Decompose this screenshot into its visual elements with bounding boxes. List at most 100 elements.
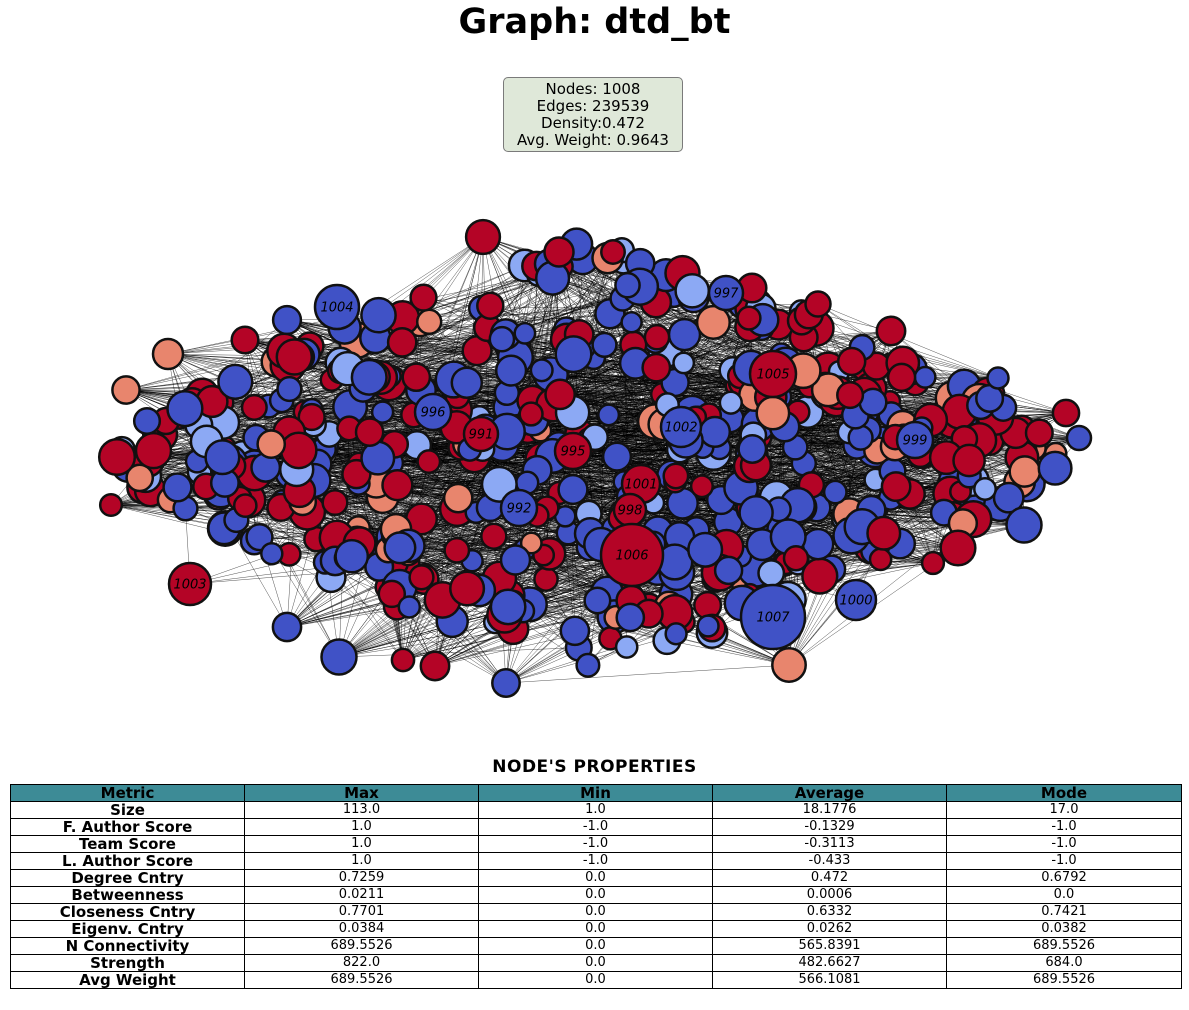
graph-node (771, 647, 807, 683)
header-metric: Metric (10, 784, 245, 802)
graph-node-1004 (313, 283, 361, 331)
graph-node (151, 337, 185, 371)
metric-value-cell: -1.0 (478, 818, 713, 836)
graph-node-label: 1004 (320, 301, 353, 316)
graph-node (1008, 455, 1042, 488)
graph-node (494, 354, 528, 387)
graph-node-1003 (167, 561, 213, 607)
graph-node (98, 492, 124, 518)
graph-node (597, 403, 621, 427)
graph-node (822, 479, 848, 505)
metric-name-cell: Team Score (10, 835, 245, 853)
graph-node-labels: 1004 997 1005 996 991 1002 999 995 1001 992 998 100… (173, 287, 927, 626)
graph-node (162, 472, 193, 503)
graph-node (920, 550, 946, 576)
graph-node (397, 595, 422, 619)
graph-node (416, 449, 442, 475)
graph-node (354, 417, 385, 447)
graph-node (782, 544, 810, 572)
graph-node-label: 1005 (756, 368, 789, 383)
metric-value-cell: 18.1776 (712, 801, 947, 819)
graph-node (641, 352, 672, 383)
graph-node-1000 (834, 578, 878, 622)
graph-node (698, 415, 732, 449)
graph-node (132, 406, 162, 436)
graph-node (575, 652, 601, 678)
metric-value-cell: -0.433 (712, 852, 947, 870)
graph-node (667, 317, 702, 352)
graph-title: Graph: dtd_bt (458, 2, 731, 42)
graph-node-label: 996 (421, 406, 446, 421)
graph-node-1002 (659, 405, 703, 449)
graph-node-label: 1006 (615, 549, 648, 564)
graph-node (381, 469, 414, 502)
graph-node (204, 439, 241, 476)
graph-node-999 (895, 420, 935, 460)
graph-node-1005 (748, 349, 798, 399)
graph-node (97, 437, 137, 477)
metric-name-cell: N Connectivity (10, 937, 245, 955)
metric-value-cell: 565.8391 (712, 937, 947, 955)
graph-node (383, 531, 417, 565)
table-title: NODE'S PROPERTIES (492, 757, 697, 777)
graph-node (687, 531, 724, 568)
graph-node (232, 493, 258, 518)
graph-node (390, 647, 416, 673)
graph-node-996 (413, 392, 453, 432)
graph-node (334, 538, 370, 574)
metric-value-cell: 0.6792 (946, 869, 1182, 887)
graph-node-label: 1000 (839, 594, 872, 609)
graph-node (992, 481, 1025, 514)
graph-node (886, 362, 917, 393)
graph-node (415, 308, 443, 336)
graph-node (125, 463, 155, 493)
graph-node (615, 602, 646, 633)
metric-name-cell: Eigenv. Cntry (10, 920, 245, 938)
graph-node (450, 366, 484, 399)
metric-value-cell: 0.0 (478, 886, 713, 904)
metric-value-cell: 689.5526 (244, 971, 479, 989)
graph-node (1065, 424, 1093, 452)
table-row: Closeness Cntry 0.7701 0.0 0.6332 0.7421 (10, 903, 1182, 921)
graph-node-995 (553, 431, 593, 471)
graph-node (952, 443, 986, 478)
metric-value-cell: 0.0 (478, 971, 713, 989)
table-row: N Connectivity 689.5526 0.0 565.8391 689.552… (10, 937, 1182, 955)
graph-node (868, 547, 893, 572)
graph-node (217, 363, 254, 400)
metric-value-cell: -1.0 (946, 835, 1182, 853)
graph-node (875, 315, 907, 347)
graph-node (662, 462, 690, 490)
graph-node (491, 668, 521, 698)
metric-value-cell: -1.0 (946, 818, 1182, 836)
metric-name-cell: F. Author Score (10, 818, 245, 836)
graph-node-label: 995 (561, 445, 586, 460)
graph-node (591, 331, 618, 359)
metric-value-cell: 0.6332 (712, 903, 947, 921)
graph-node (256, 429, 287, 459)
graph-node (386, 327, 418, 358)
metric-name-cell: L. Author Score (10, 852, 245, 870)
graph-node (847, 424, 874, 451)
metric-name-cell: Betweenness (10, 886, 245, 904)
metric-value-cell: 1.0 (478, 801, 713, 819)
graph-node (1005, 506, 1043, 544)
graph-node-1006 (599, 522, 665, 588)
graph-node-label: 1003 (173, 578, 206, 593)
graph-node (401, 362, 432, 393)
graph-node-label: 997 (714, 287, 740, 302)
graph-node-label: 1002 (664, 421, 697, 436)
node-properties-table: Metric Max Min Average Mode Size 113.0 1.0… (10, 784, 1182, 989)
graph-node (320, 638, 358, 676)
metric-value-cell: 0.0 (946, 886, 1182, 904)
metric-value-cell: 0.0 (478, 937, 713, 955)
graph-node (360, 296, 397, 334)
graph-node (230, 325, 260, 355)
graph-node-label: 1001 (624, 478, 657, 493)
graph-node (713, 555, 744, 586)
graph-node (543, 236, 575, 268)
graph-node (240, 393, 268, 421)
metric-value-cell: 0.0 (478, 920, 713, 938)
graph-node (350, 358, 388, 396)
metric-value-cell: -1.0 (478, 835, 713, 853)
